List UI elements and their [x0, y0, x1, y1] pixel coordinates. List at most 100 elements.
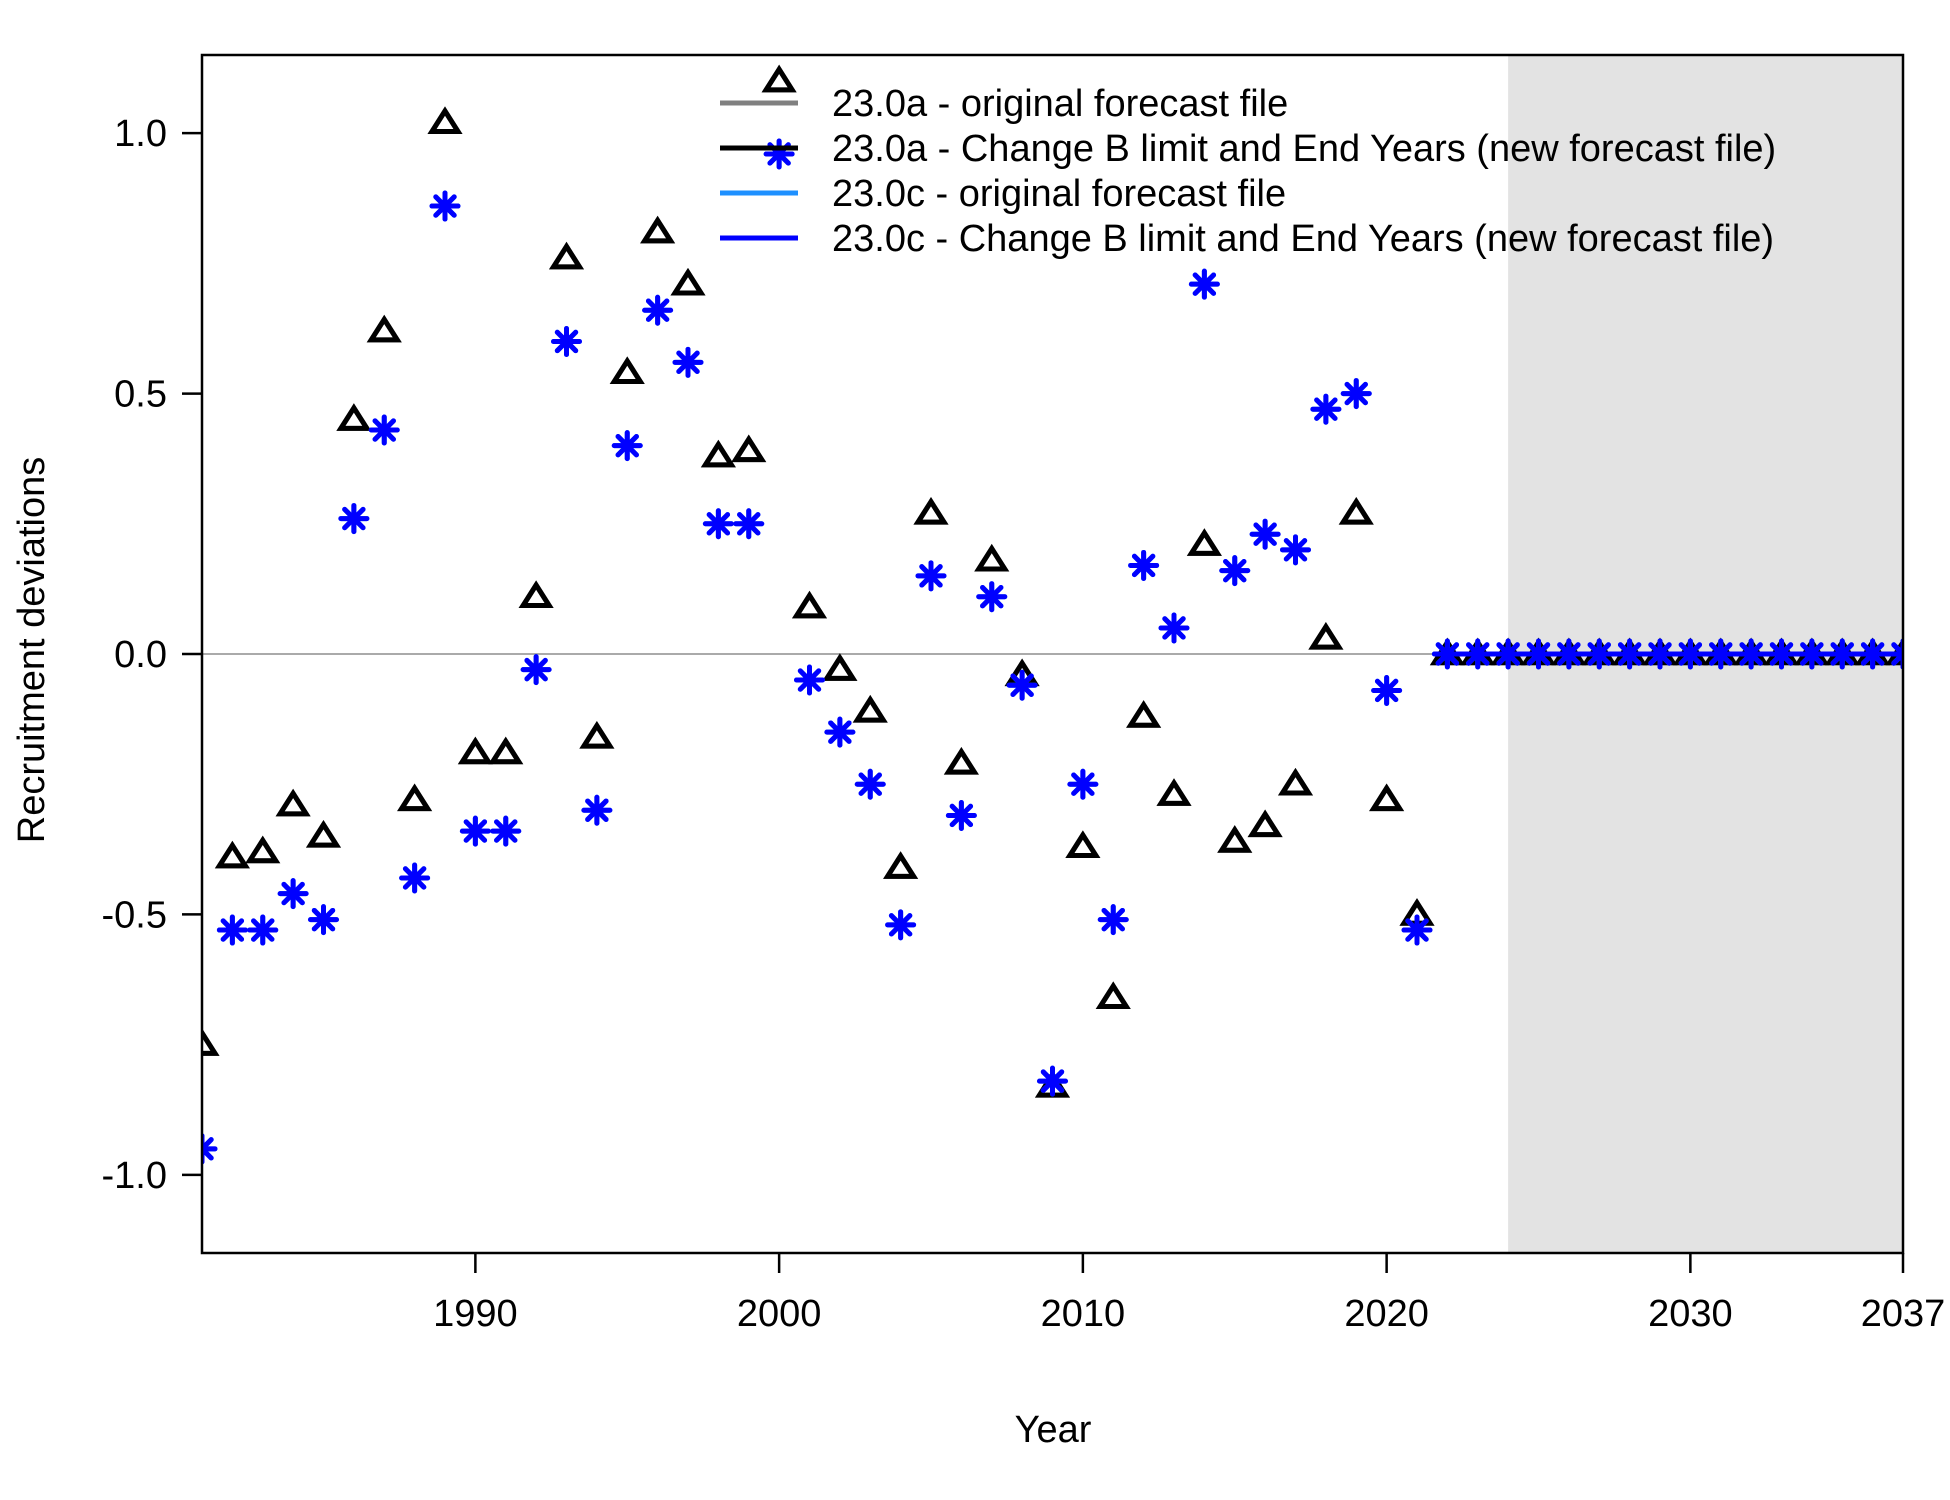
- asterisk-stroke: [828, 720, 852, 744]
- data-point-triangle: [609, 356, 645, 385]
- data-point-triangle: [1338, 497, 1374, 525]
- series-4: [202, 138, 1903, 1165]
- x-tick-label: 2037: [1861, 1293, 1946, 1335]
- data-point-asterisk: [1857, 638, 1889, 670]
- asterisk-stroke: [1769, 642, 1794, 666]
- asterisk-stroke: [494, 819, 518, 843]
- data-point-asterisk: [551, 325, 582, 357]
- data-point-asterisk: [1492, 638, 1524, 670]
- data-point-asterisk: [1037, 1065, 1068, 1097]
- data-point-triangle: [1217, 825, 1253, 853]
- data-point-asterisk: [763, 138, 795, 170]
- data-point-triangle: [822, 653, 858, 681]
- asterisk-stroke: [645, 298, 670, 322]
- data-point-asterisk: [459, 815, 491, 847]
- asterisk-stroke: [202, 1137, 214, 1153]
- data-point-asterisk: [672, 346, 704, 378]
- asterisk-stroke: [1678, 642, 1703, 666]
- asterisk-stroke: [706, 512, 731, 536]
- data-point-asterisk: [854, 768, 886, 800]
- asterisk-stroke: [281, 881, 305, 906]
- asterisk-stroke: [433, 194, 457, 218]
- data-point-triangle: [1126, 700, 1162, 728]
- asterisk-stroke: [1314, 397, 1338, 421]
- data-point-asterisk: [1887, 638, 1903, 670]
- legend-label: 23.0a - original forecast file: [832, 83, 1288, 125]
- asterisk-stroke: [524, 657, 548, 682]
- asterisk-stroke: [1526, 642, 1551, 666]
- data-point-triangle: [1095, 981, 1131, 1010]
- x-tick-label: 1990: [433, 1293, 518, 1335]
- data-point-triangle: [245, 835, 281, 864]
- data-point-asterisk: [1158, 612, 1190, 644]
- asterisk-stroke: [463, 819, 488, 843]
- data-point-asterisk: [1310, 393, 1342, 425]
- asterisk-stroke: [311, 907, 336, 932]
- plot-area: [202, 55, 1903, 1253]
- x-tick-label: 2030: [1648, 1293, 1733, 1335]
- asterisk-stroke: [1709, 642, 1733, 666]
- asterisk-stroke: [676, 350, 700, 375]
- asterisk-stroke: [1466, 642, 1490, 666]
- data-point-asterisk: [1644, 638, 1676, 670]
- data-point-triangle: [366, 314, 402, 343]
- data-point-asterisk: [1583, 638, 1615, 670]
- data-point-asterisk: [308, 904, 339, 936]
- data-point-asterisk: [1614, 638, 1646, 670]
- data-point-asterisk: [1523, 638, 1554, 670]
- data-point-asterisk: [1431, 638, 1463, 670]
- data-point-asterisk: [1826, 638, 1858, 670]
- data-point-triangle: [731, 434, 767, 463]
- asterisk-stroke: [1800, 642, 1824, 666]
- data-point-asterisk: [1280, 534, 1311, 566]
- data-point-triangle: [518, 580, 554, 608]
- asterisk-stroke: [1101, 907, 1125, 932]
- data-point-asterisk: [733, 508, 765, 540]
- asterisk-stroke: [888, 913, 913, 937]
- data-point-triangle: [761, 64, 797, 93]
- data-point-asterisk: [824, 716, 856, 748]
- data-point-triangle: [214, 840, 250, 869]
- data-point-asterisk: [1188, 268, 1220, 300]
- y-tick-label: 0.0: [114, 634, 167, 676]
- data-point-triangle: [305, 819, 342, 848]
- data-point-triangle: [700, 439, 736, 468]
- y-axis-title: Recruitment deviations: [11, 457, 53, 844]
- data-point-asterisk: [642, 294, 674, 326]
- axes: 1990 2000 2010 2020 2030 2037 -1.0 -0.5 0.0 0.5 1.…: [102, 53, 1946, 1335]
- asterisk-stroke: [1860, 642, 1885, 666]
- asterisk-stroke: [1192, 272, 1217, 296]
- x-tick-label: 2020: [1344, 1293, 1429, 1335]
- data-point-asterisk: [202, 1133, 218, 1165]
- data-point-triangle: [1308, 622, 1344, 650]
- asterisk-stroke: [220, 918, 245, 942]
- data-point-triangle: [1156, 778, 1192, 806]
- asterisk-stroke: [1891, 642, 1903, 658]
- asterisk-stroke: [949, 803, 974, 828]
- data-point-triangle: [457, 736, 493, 765]
- asterisk-stroke: [1739, 642, 1763, 666]
- data-point-asterisk: [1249, 518, 1281, 550]
- data-point-asterisk: [1735, 638, 1767, 670]
- data-point-asterisk: [702, 508, 734, 540]
- data-point-triangle: [488, 736, 524, 765]
- data-point-triangle: [791, 590, 828, 619]
- asterisk-stroke: [1040, 1069, 1065, 1093]
- data-point-triangle: [943, 747, 979, 775]
- legend-label: 23.0c - Change B limit and End Years (ne…: [832, 218, 1774, 260]
- y-tick-label: 0.5: [114, 374, 167, 416]
- data-point-triangle: [336, 403, 372, 431]
- asterisk-stroke: [1131, 553, 1156, 578]
- asterisk-stroke: [797, 668, 822, 692]
- data-point-asterisk: [520, 654, 552, 686]
- data-point-asterisk: [216, 914, 248, 946]
- asterisk-stroke: [1496, 642, 1520, 666]
- data-point-asterisk: [399, 862, 431, 894]
- data-point-asterisk: [277, 878, 309, 910]
- data-point-asterisk: [1796, 638, 1828, 670]
- data-point-asterisk: [1401, 914, 1433, 946]
- data-point-triangle: [640, 215, 676, 244]
- data-point-asterisk: [1067, 768, 1099, 800]
- legend-item-3: 23.0c - original forecast file: [720, 173, 1286, 215]
- asterisk-stroke: [1223, 558, 1247, 583]
